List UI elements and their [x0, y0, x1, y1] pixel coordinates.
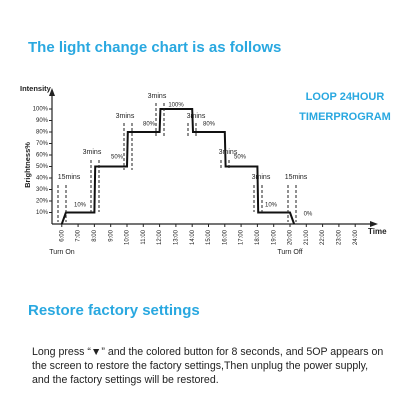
x-tick-label: 13:00 [173, 229, 179, 245]
y-tick-label: 40% [36, 176, 49, 182]
y-axis-label: Brightness% [23, 142, 32, 188]
annotation: 3mins [187, 113, 206, 120]
annotation: 15mins [285, 174, 308, 181]
x-axis-arrow [370, 221, 378, 227]
annotation: Turn On [49, 249, 75, 256]
x-tick-label: 15:00 [206, 229, 212, 245]
annotation: 3mins [219, 149, 238, 156]
annotation: 3mins [252, 174, 271, 181]
brightness-line [60, 108, 296, 225]
annotation: 10% [265, 203, 278, 209]
y-tick-label: 70% [36, 141, 49, 147]
section-title: Restore factory settings [28, 302, 200, 319]
y-tick-label: 100% [33, 107, 49, 113]
x-tick-label: 14:00 [190, 229, 196, 245]
annotation: 15mins [58, 174, 81, 181]
x-tick-label: 21:00 [304, 229, 310, 245]
x-axis-label: Time [368, 227, 387, 236]
annotation: 50% [111, 155, 124, 161]
x-tick-label: 17:00 [239, 229, 245, 245]
x-tick-label: 12:00 [157, 229, 163, 245]
annotation: 0% [304, 212, 313, 218]
paragraph-line: Long press “▼” and the colored button fo… [32, 346, 383, 358]
x-tick-label: 11:00 [141, 229, 147, 244]
x-tick-label: 9:00 [108, 229, 114, 241]
annotation: 50% [234, 155, 247, 161]
y-tick-label: 50% [36, 164, 49, 170]
y-tick-label: 20% [36, 199, 49, 205]
annotation: 3mins [148, 93, 167, 100]
annotation: 3mins [83, 149, 102, 156]
y-axis-arrow [49, 88, 55, 96]
y-tick-label: 90% [36, 118, 49, 124]
annotation: Turn Off [277, 249, 302, 256]
x-tick-label: 16:00 [222, 229, 228, 245]
y-tick-label: 10% [36, 210, 49, 216]
x-tick-label: 22:00 [320, 229, 326, 245]
paragraph-line: and the factory settings will be restore… [32, 374, 219, 386]
annotation: 100% [168, 103, 184, 109]
loop-label: TIMERPROGRAM [299, 111, 391, 123]
annotation: 10% [74, 203, 87, 209]
x-tick-label: 7:00 [76, 229, 82, 241]
x-tick-label: 23:00 [336, 229, 342, 245]
y-tick-label: 60% [36, 153, 49, 159]
annotation: 80% [203, 122, 216, 128]
heading: The light change chart is as follows [28, 39, 281, 56]
y-tick-label: 30% [36, 187, 49, 193]
x-tick-label: 10:00 [125, 229, 131, 245]
x-tick-label: 19:00 [271, 229, 277, 245]
x-tick-label: 20:00 [288, 229, 294, 245]
x-tick-label: 8:00 [92, 229, 98, 241]
x-tick-label: 18:00 [255, 229, 261, 245]
paragraph-line: the screen to restore the factory settin… [32, 360, 368, 372]
annotation: 3mins [116, 113, 135, 120]
loop-label: LOOP 24HOUR [306, 91, 385, 103]
y-axis-title: Intensity [20, 84, 52, 93]
x-tick-label: 6:00 [59, 229, 65, 241]
x-tick-label: 24:00 [353, 229, 359, 245]
y-tick-label: 80% [36, 130, 49, 136]
annotation: 80% [143, 122, 156, 128]
